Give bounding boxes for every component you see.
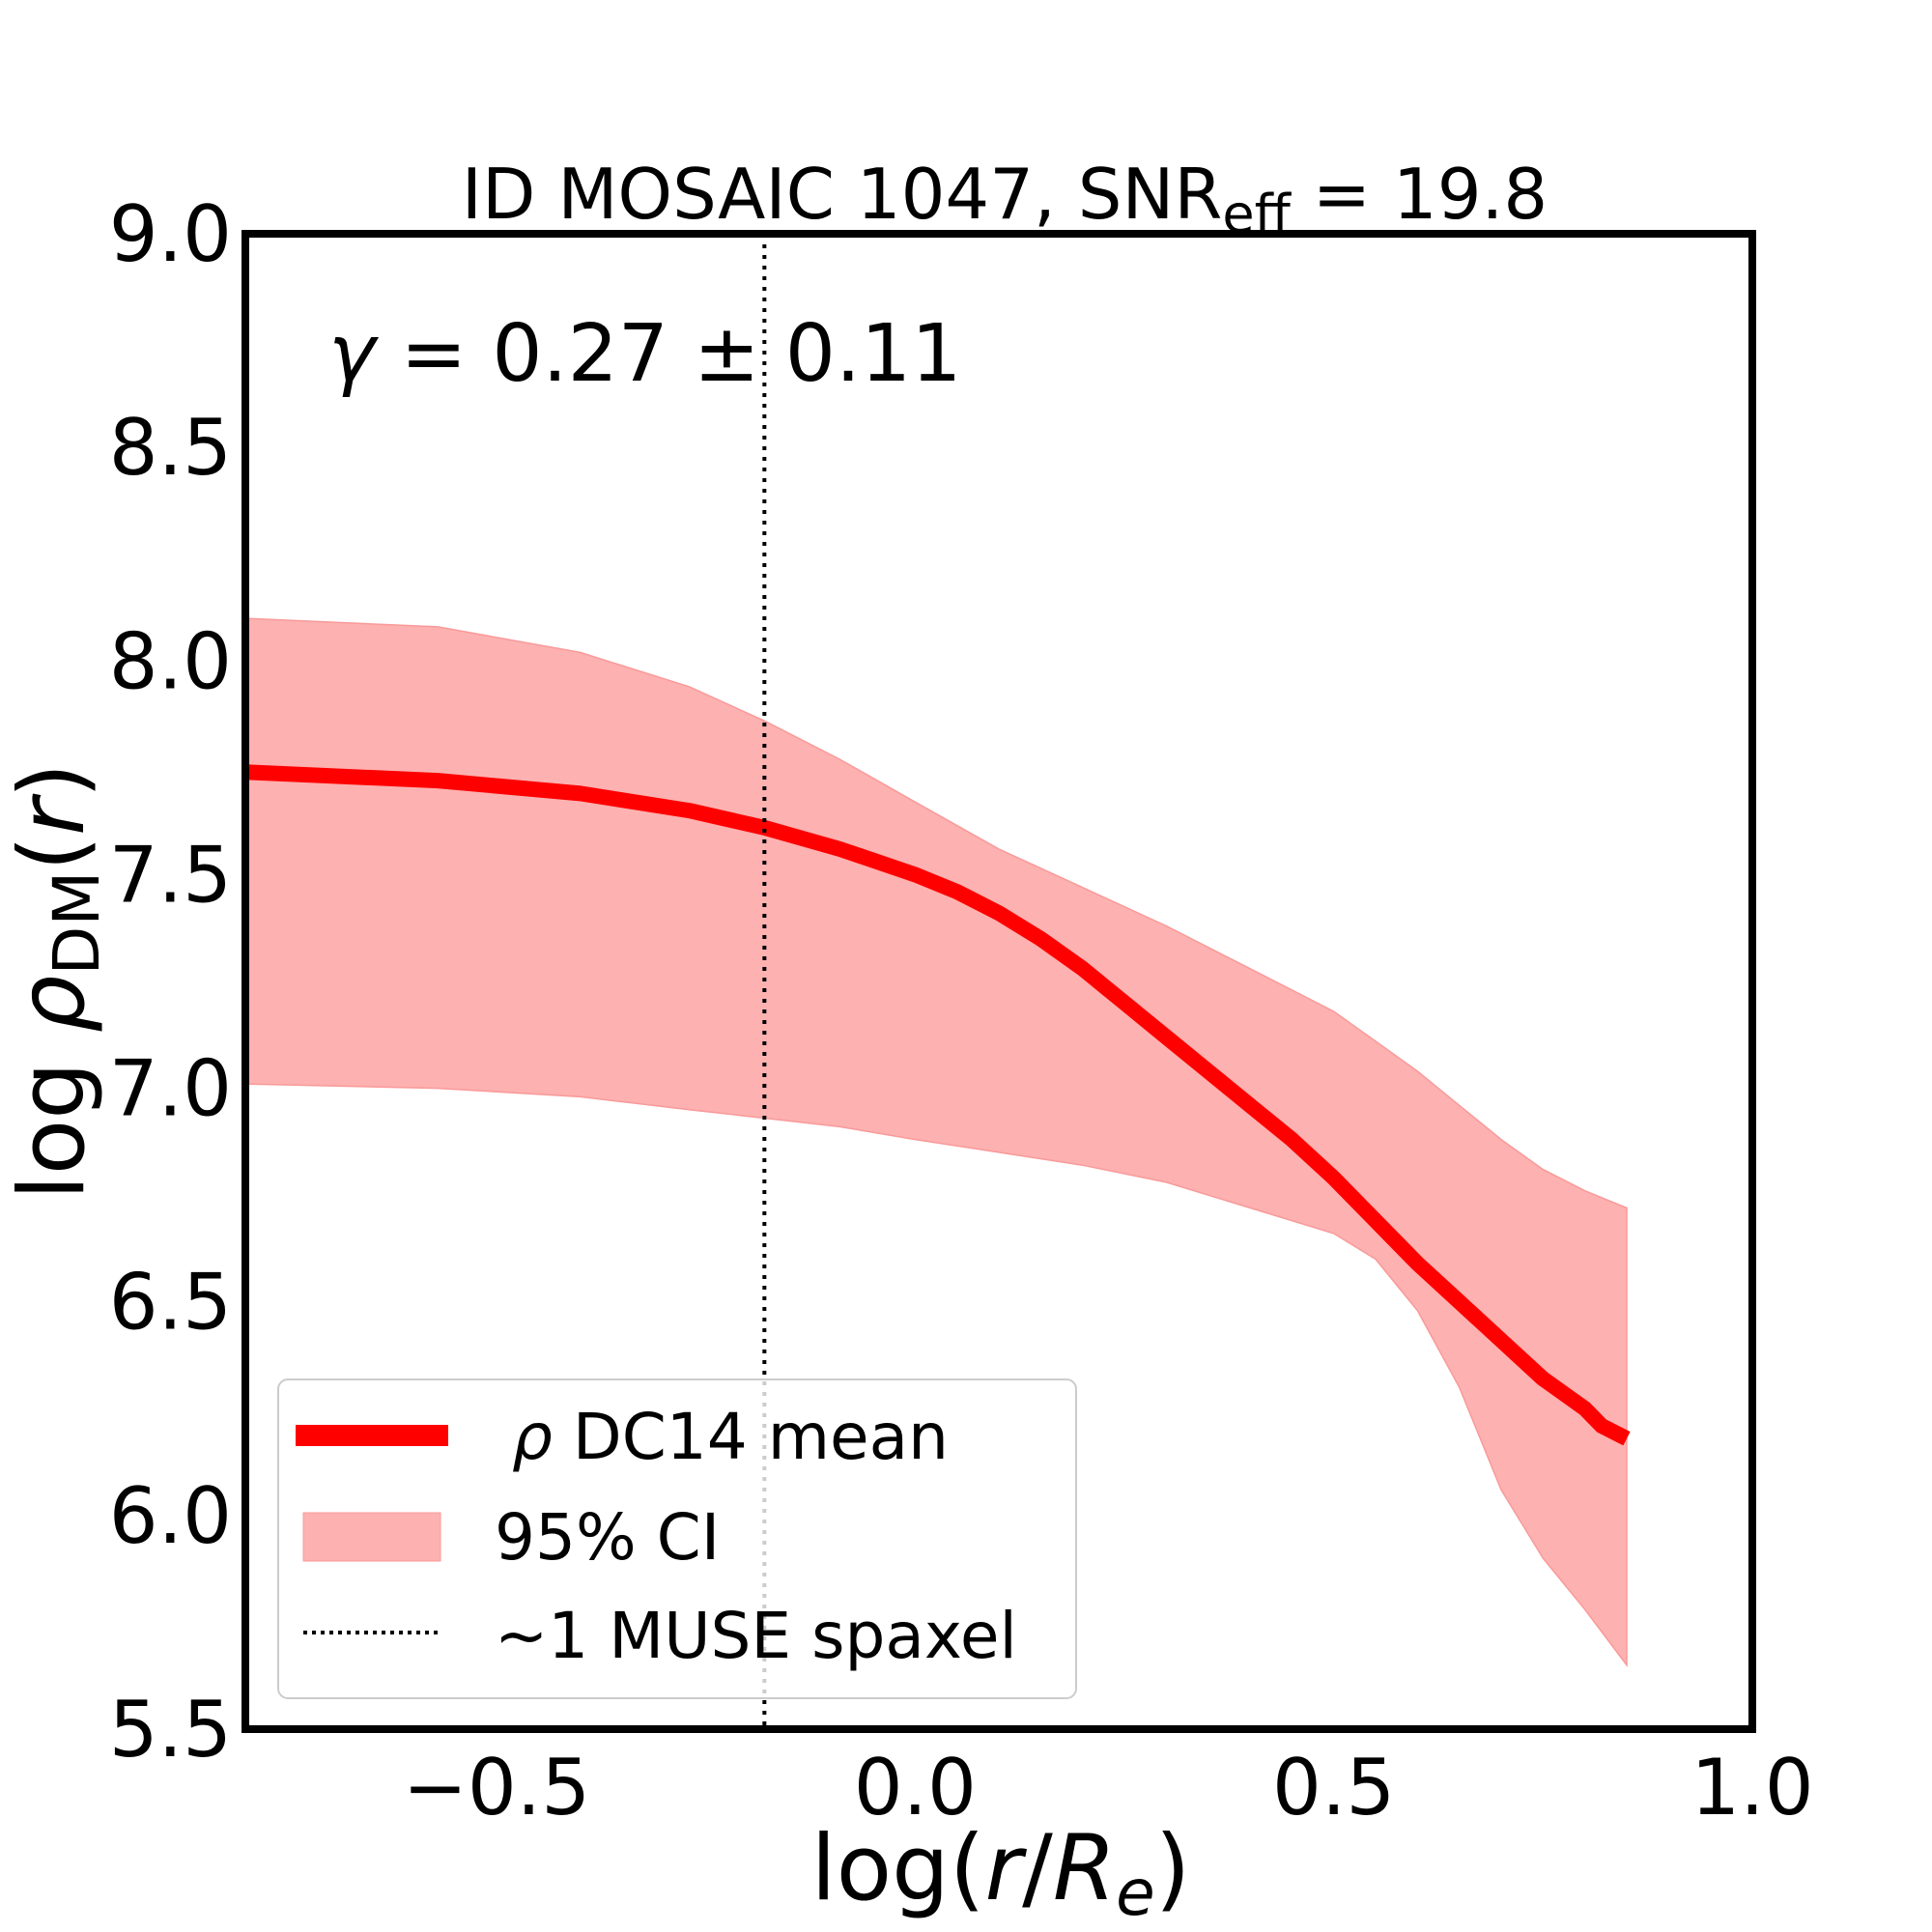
axes-frame: [242, 230, 1756, 1733]
mean-line: [244, 764, 1631, 1446]
legend-frame: [277, 1378, 1077, 1699]
legend-swatch-ci: [302, 1512, 441, 1562]
legend: ρ DC14 mean 95% CI ~1 MUSE spaxel: [277, 1378, 1077, 1699]
gamma-annotation: γ = 0.27 ± 0.11: [328, 308, 961, 400]
legend-label-spaxel: ~1 MUSE spaxel: [495, 1599, 1017, 1673]
y-axis-label: log ρDM(r): [0, 763, 114, 1201]
legend-label-mean: ρ DC14 mean: [512, 1400, 949, 1474]
y-tick-label: 8.0: [109, 616, 232, 706]
legend-label-ci: 95% CI: [495, 1500, 720, 1575]
x-tick-label: −0.5: [403, 1743, 590, 1833]
chart-title: ID MOSAIC 1047, SNReff = 19.8: [462, 154, 1548, 244]
y-tick-label: 6.5: [109, 1258, 232, 1348]
x-axis-label: log(r/Re): [811, 1816, 1191, 1930]
x-tick-label: 0.5: [1272, 1743, 1395, 1833]
x-tick-label: 1.0: [1690, 1743, 1813, 1833]
mean-line-layer: [244, 764, 1631, 1446]
y-tick-label: 5.5: [109, 1685, 232, 1775]
y-tick-labels: 5.5 6.0 6.5 7.0 7.5 8.0 8.5 9.0: [109, 189, 232, 1775]
y-tick-label: 6.0: [109, 1471, 232, 1561]
y-tick-label: 9.0: [109, 189, 232, 279]
ci-band: [244, 617, 1628, 1667]
x-tick-label: 0.0: [854, 1743, 977, 1833]
y-tick-label: 7.0: [109, 1044, 232, 1134]
y-tick-label: 8.5: [109, 403, 232, 493]
ci-band-layer: [244, 617, 1628, 1667]
x-tick-labels: −0.5 0.0 0.5 1.0: [403, 1743, 1814, 1833]
y-tick-label: 7.5: [109, 830, 232, 920]
